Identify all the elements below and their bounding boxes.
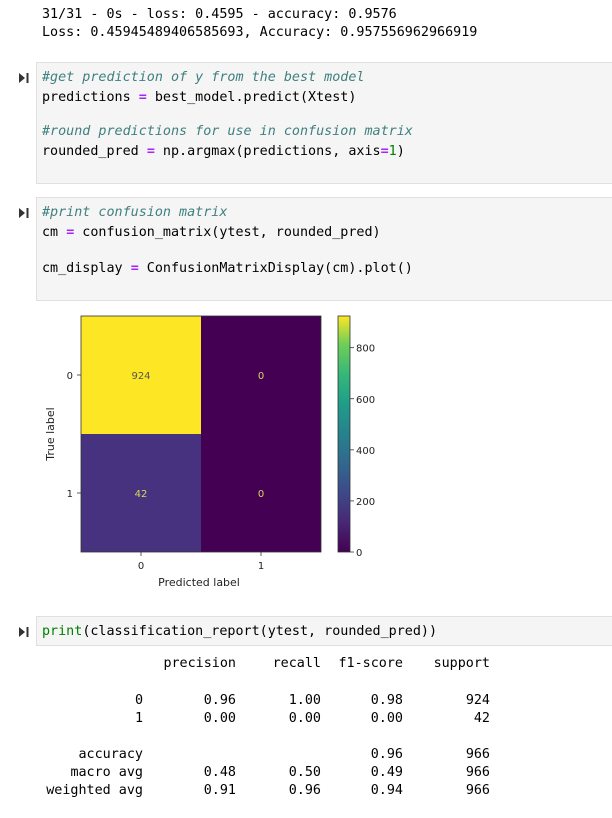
report-row-label: weighted avg	[46, 783, 143, 798]
code-cell-classification-report[interactable]: print(classification_report(ytest, round…	[36, 616, 612, 646]
report-header: recall	[272, 656, 321, 671]
colorbar-tick-label: 800	[356, 344, 375, 355]
report-row-label: macro avg	[70, 765, 143, 780]
report-row-label: 0	[134, 693, 143, 708]
report-header: f1-score	[338, 656, 404, 671]
report-f1: 0.94	[370, 783, 403, 798]
report-recall: 0.96	[288, 783, 321, 798]
report-support: 966	[465, 765, 490, 780]
report-header: precision	[163, 656, 236, 671]
report-recall: 0.50	[288, 765, 321, 780]
run-cell-icon[interactable]	[18, 626, 30, 638]
colorbar-tick-label: 400	[356, 446, 375, 457]
x-tick-label: 1	[258, 561, 264, 572]
code-comment: #get prediction of y from the best model	[42, 70, 365, 85]
report-header: support	[433, 656, 490, 671]
report-f1: 0.96	[370, 747, 403, 762]
matrix-cell	[81, 316, 201, 434]
confusion-matrix-chart: 924 042 0 010 1 Predicted label True label …	[44, 315, 375, 589]
report-row-label: accuracy	[78, 747, 144, 762]
colorbar	[337, 315, 351, 553]
report-precision: 0.91	[203, 783, 236, 798]
report-recall: 1.00	[288, 693, 321, 708]
colorbar-tick-label: 0	[356, 548, 362, 559]
cell-value-label: 0	[258, 371, 264, 382]
colorbar-tick-label: 200	[356, 497, 375, 508]
report-support: 42	[473, 711, 490, 726]
report-precision: 0.00	[203, 711, 236, 726]
code-line: print(classification_report(ytest, round…	[42, 624, 438, 639]
run-cell-icon[interactable]	[18, 72, 30, 84]
report-support: 924	[465, 693, 490, 708]
code-line: cm_display = ConfusionMatrixDisplay(cm).…	[42, 261, 413, 276]
matrix-cell	[81, 434, 201, 552]
report-f1: 0.49	[370, 765, 403, 780]
cell-value-label: 924	[131, 371, 150, 382]
matrix-cell	[201, 316, 321, 434]
code-line: cm = confusion_matrix(ytest, rounded_pre…	[42, 225, 381, 240]
report-precision: 0.48	[203, 765, 236, 780]
colorbar-tick-label: 600	[356, 395, 375, 406]
x-tick-label: 0	[138, 561, 144, 572]
y-tick-label: 0	[67, 371, 73, 382]
training-log-line: 31/31 - 0s - loss: 0.4595 - accuracy: 0.…	[42, 7, 397, 22]
report-f1: 0.98	[370, 693, 403, 708]
x-axis-label: Predicted label	[158, 576, 240, 589]
matrix-cell	[201, 434, 321, 552]
report-support: 966	[465, 747, 490, 762]
code-cell-predict[interactable]: #get prediction of y from the best model…	[36, 62, 612, 184]
report-support: 966	[465, 783, 490, 798]
evaluation-result-line: Loss: 0.45945489406585693, Accuracy: 0.9…	[42, 25, 478, 40]
cell-value-label: 0	[258, 489, 264, 500]
code-cell-confusion-matrix[interactable]: #print confusion matrix cm = confusion_m…	[36, 197, 612, 301]
report-f1: 0.00	[370, 711, 403, 726]
report-row-label: 1	[134, 711, 143, 726]
code-comment: #round predictions for use in confusion …	[42, 124, 413, 139]
code-line: rounded_pred = np.argmax(predictions, ax…	[42, 144, 405, 159]
cell-value-label: 42	[135, 489, 148, 500]
y-axis-label: True label	[44, 407, 57, 461]
run-cell-icon[interactable]	[18, 207, 30, 219]
y-tick-label: 1	[67, 489, 73, 500]
code-comment: #print confusion matrix	[42, 205, 228, 220]
report-precision: 0.96	[203, 693, 236, 708]
code-line: predictions = best_model.predict(Xtest)	[42, 90, 357, 105]
matrix-frame	[80, 315, 322, 553]
report-recall: 0.00	[288, 711, 321, 726]
